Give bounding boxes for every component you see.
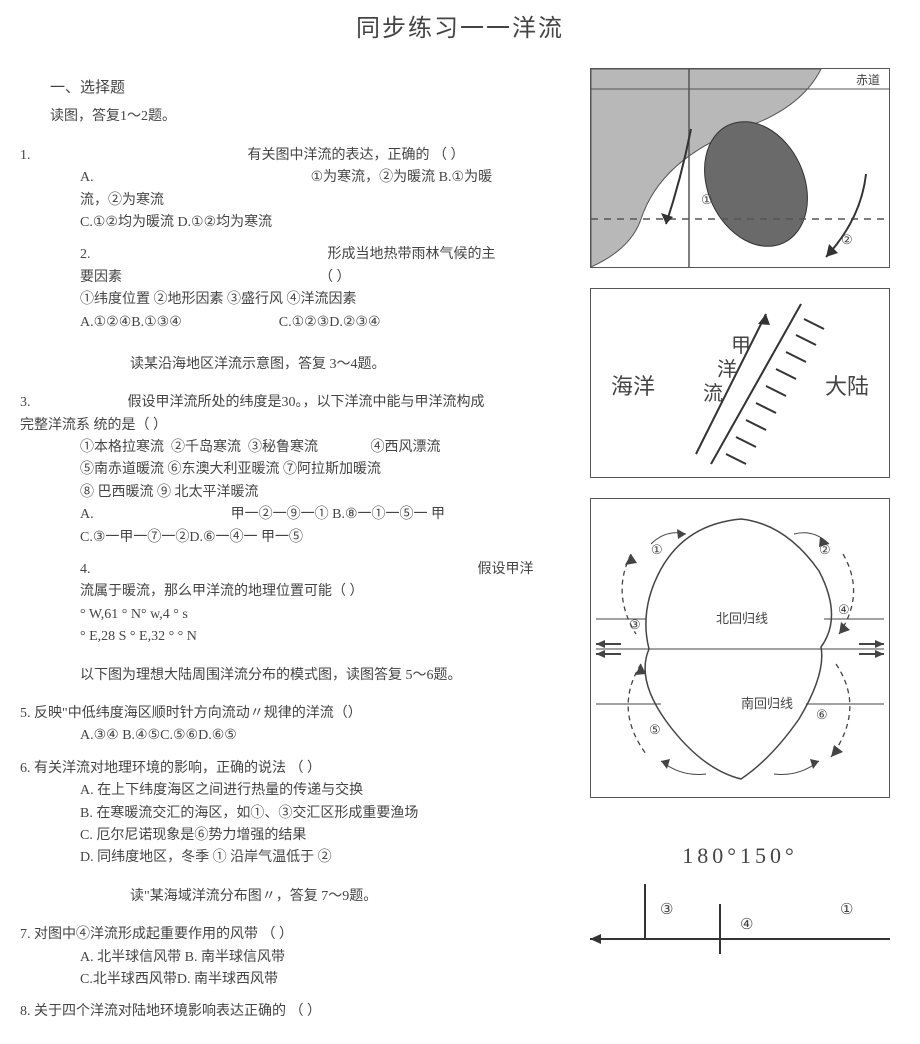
q2-opts2b: C.①②③D.②③④ — [279, 315, 381, 330]
q1-a-label: A. — [80, 170, 94, 185]
figure-4-wrap: 180°150° ③ ④ ① — [590, 838, 890, 953]
q2-opts1: ①纬度位置 ②地形因素 ③盛行风 ④洋流因素 — [80, 289, 570, 311]
svg-text:②: ② — [841, 232, 853, 247]
question-1: 1. 有关图中洋流的表达，正确的 （ ） A. ①为寒流，②为暖流 B.①为暖 … — [20, 145, 570, 235]
question-6: 6. 有关洋流对地理环境的影响，正确的说法 （ ） A. 在上下纬度海区之间进行… — [20, 758, 570, 870]
q3-number: 3. — [20, 395, 31, 410]
fig1-equator-label: 赤道 — [856, 73, 880, 87]
q3-opts3: ⑧ 巴西暖流 ⑨ 北太平洋暖流 — [80, 482, 570, 504]
svg-text:北回归线: 北回归线 — [716, 611, 768, 626]
q3-line1b: 假设甲洋流所处的纬度是30。，以下洋流中能与甲洋流构成 — [128, 395, 485, 410]
q1-stem: 有关图中洋流的表达，正确的 （ ） — [248, 148, 465, 163]
q1-cd: C.①②均为暖流 D.①②均为寒流 — [80, 212, 570, 234]
instruction-4: 读"某海域洋流分布图〃，答复 7〜9题。 — [130, 886, 570, 908]
question-5: 5. 反映"中低纬度海区顺时针方向流动〃规律的洋流（） A.③④ B.④⑤C.⑤… — [20, 703, 570, 748]
q6-b: B. 在寒暖流交汇的海区，如①、③交汇区形成重要渔场 — [80, 803, 570, 825]
svg-text:①: ① — [701, 192, 713, 207]
q2-cont: 要因素 — [80, 270, 122, 285]
q5-stem: 5. 反映"中低纬度海区顺时针方向流动〃规律的洋流（） — [20, 703, 570, 725]
content-row: 一、选择题 读图，答复1〜2题。 1. 有关图中洋流的表达，正确的 （ ） A.… — [20, 68, 900, 1033]
fig2-current-char: 甲 — [731, 336, 751, 357]
q4-number: 4. — [80, 562, 91, 577]
q4-coord1: ° W,61 ° N° w,4 ° s — [80, 604, 570, 626]
q6-c: C. 厄尔尼诺现象是⑥势力增强的结果 — [80, 825, 570, 847]
q2-stem: 形成当地热带雨林气候的主 — [328, 247, 496, 262]
figure-2-coastal-current: 海洋 大陆 甲洋流 — [590, 288, 890, 478]
q2-opts2a: A.①②④B.①③④ — [80, 315, 182, 330]
figure-3-ideal-continent: 北回归线 南回归线 — [590, 498, 890, 798]
question-2: 2. 形成当地热带雨林气候的主 要因素 （ ） ①纬度位置 ②地形因素 ③盛行风… — [20, 244, 570, 334]
question-4: 4. 假设甲洋 流属于暖流，那么甲洋流的地理位置可能（ ） ° W,61 ° N… — [20, 559, 570, 649]
figure-4-currents: ③ ④ ① — [590, 884, 890, 954]
fig2-ocean-label: 海洋 — [611, 369, 655, 404]
q7-a: A. 北半球信风带 B. 南半球信风带 — [80, 947, 570, 969]
q1-cont: 流，②为寒流 — [80, 190, 570, 212]
figures-column: 赤道 ① ② — [590, 68, 900, 1033]
q6-stem: 6. 有关洋流对地理环境的影响，正确的说法 （ ） — [20, 758, 570, 780]
instruction-1: 读图，答复1〜2题。 — [50, 106, 570, 128]
q1-number: 1. — [20, 148, 31, 163]
q4-stem: 假设甲洋 — [478, 562, 534, 577]
svg-text:①: ① — [651, 542, 663, 557]
svg-text:南回归线: 南回归线 — [741, 696, 793, 711]
svg-text:④: ④ — [838, 602, 850, 617]
figure-1-equator-map: 赤道 ① ② — [590, 68, 890, 268]
question-8: 8. 关于四个洋流对陆地环境影响表达正确的 （ ） — [20, 1001, 570, 1023]
q8-stem: 8. 关于四个洋流对陆地环境影响表达正确的 （ ） — [20, 1001, 570, 1023]
q3-opts2: ⑤南赤道暖流 ⑥东澳大利亚暖流 ⑦阿拉斯加暖流 — [80, 459, 570, 481]
question-7: 7. 对图中④洋流形成起重要作用的风带 （ ） A. 北半球信风带 B. 南半球… — [20, 924, 570, 991]
q5-opts: A.③④ B.④⑤C.⑤⑥D.⑥⑤ — [80, 725, 570, 747]
q7-b: C.北半球西风带D. 南半球西风带 — [80, 969, 570, 991]
q3-opts1: ①本格拉寒流 ②千岛寒流 ③秘鲁寒流 ④西风漂流 — [80, 437, 570, 459]
q4-cont: 流属于暖流，那么甲洋流的地理位置可能（ ） — [80, 581, 570, 603]
q4-coord2: ° E,28 S ° E,32 ° ° N — [80, 626, 570, 648]
fig2-current-label: 甲洋流 — [709, 344, 769, 414]
q7-stem: 7. 对图中④洋流形成起重要作用的风带 （ ） — [20, 924, 570, 946]
fig4-longitude-label: 180°150° — [590, 838, 890, 873]
instruction-2: 读某沿海地区洋流示意图，答复 3〜4题。 — [130, 354, 570, 376]
instruction-3: 以下图为理想大陆周围洋流分布的模式图，读图答复 5〜6题。 — [80, 665, 570, 687]
fig2-current-char: 流 — [703, 384, 723, 405]
svg-text:⑥: ⑥ — [816, 707, 828, 722]
fig2-land-label: 大陆 — [825, 369, 869, 404]
svg-text:⑤: ⑤ — [649, 722, 661, 737]
q2-number: 2. — [80, 247, 91, 262]
svg-text:④: ④ — [740, 917, 753, 933]
svg-text:③: ③ — [660, 902, 673, 918]
q3-line2: 完整洋流系 统的是（ ） — [20, 415, 570, 437]
svg-text:③: ③ — [629, 617, 641, 632]
svg-text:②: ② — [819, 542, 831, 557]
q3-ansAtext: 甲一②一⑨一① B.⑧一①一⑤一 甲 — [231, 507, 445, 522]
section-heading: 一、选择题 — [50, 76, 570, 100]
fig2-current-char: 洋 — [717, 360, 737, 381]
svg-text:①: ① — [840, 902, 853, 918]
q3-ansC: C.③一甲一⑦一②D.⑥一④一 甲一⑤ — [80, 527, 570, 549]
question-3: 3. 假设甲洋流所处的纬度是30。，以下洋流中能与甲洋流构成 完整洋流系 统的是… — [20, 392, 570, 549]
page-title: 同步练习一一洋流 — [20, 10, 900, 48]
q6-d: D. 同纬度地区，冬季 ① 沿岸气温低于 ② — [80, 847, 570, 869]
q2-paren: （ ） — [319, 270, 351, 285]
questions-column: 一、选择题 读图，答复1〜2题。 1. 有关图中洋流的表达，正确的 （ ） A.… — [20, 68, 570, 1033]
q6-a: A. 在上下纬度海区之间进行热量的传递与交换 — [80, 780, 570, 802]
q3-ansA: A. — [80, 507, 94, 522]
q1-a-text: ①为寒流，②为暖流 B.①为暖 — [311, 170, 492, 185]
